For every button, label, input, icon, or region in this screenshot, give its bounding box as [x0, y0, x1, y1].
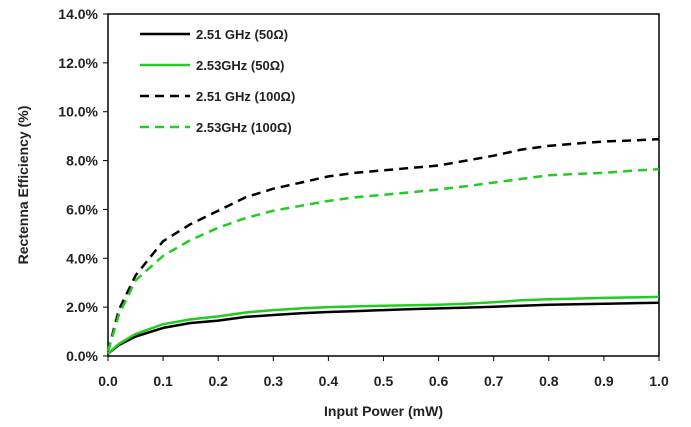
- x-tick-label: 0.3: [264, 373, 284, 389]
- x-tick-label: 0.1: [153, 373, 173, 389]
- y-axis-ticks: 0.0% 2.0% 4.0% 6.0% 8.0% 10.0% 12.0% 14.0%: [58, 6, 108, 364]
- x-axis-title: Input Power (mW): [324, 403, 443, 419]
- legend-label: 2.51 GHz (50Ω): [196, 27, 288, 42]
- x-tick-label: 0.5: [374, 373, 394, 389]
- x-tick-label: 0.6: [429, 373, 449, 389]
- legend-label: 2.53GHz (50Ω): [196, 58, 284, 73]
- legend-label: 2.53GHz (100Ω): [196, 120, 292, 135]
- x-tick-label: 0.2: [208, 373, 228, 389]
- y-tick-label: 2.0%: [66, 299, 98, 315]
- x-tick-label: 0.4: [319, 373, 339, 389]
- legend: 2.51 GHz (50Ω) 2.53GHz (50Ω) 2.51 GHz (100…: [140, 27, 295, 135]
- y-tick-label: 14.0%: [58, 6, 98, 22]
- series-layer: [106, 137, 660, 355]
- series-line-4: [106, 167, 660, 352]
- x-tick-label: 0.9: [594, 373, 614, 389]
- y-tick-label: 0.0%: [66, 348, 98, 364]
- y-tick-label: 6.0%: [66, 201, 98, 217]
- x-axis-ticks: 0.0 0.1 0.2 0.3 0.4 0.5 0.6 0.7 0.8 0.9 1.0: [98, 356, 669, 389]
- series-line-2: [107, 295, 660, 355]
- y-tick-label: 8.0%: [66, 153, 98, 169]
- series-line-3: [106, 137, 660, 352]
- series-line-1: [107, 301, 660, 355]
- y-axis-title: Rectenna Efficiency (%): [15, 106, 31, 265]
- y-tick-label: 10.0%: [58, 104, 98, 120]
- x-tick-label: 0.8: [539, 373, 559, 389]
- x-tick-label: 1.0: [649, 373, 669, 389]
- legend-label: 2.51 GHz (100Ω): [196, 89, 295, 104]
- x-tick-label: 0.0: [98, 373, 118, 389]
- y-tick-label: 12.0%: [58, 55, 98, 71]
- x-tick-label: 0.7: [484, 373, 504, 389]
- y-tick-label: 4.0%: [66, 250, 98, 266]
